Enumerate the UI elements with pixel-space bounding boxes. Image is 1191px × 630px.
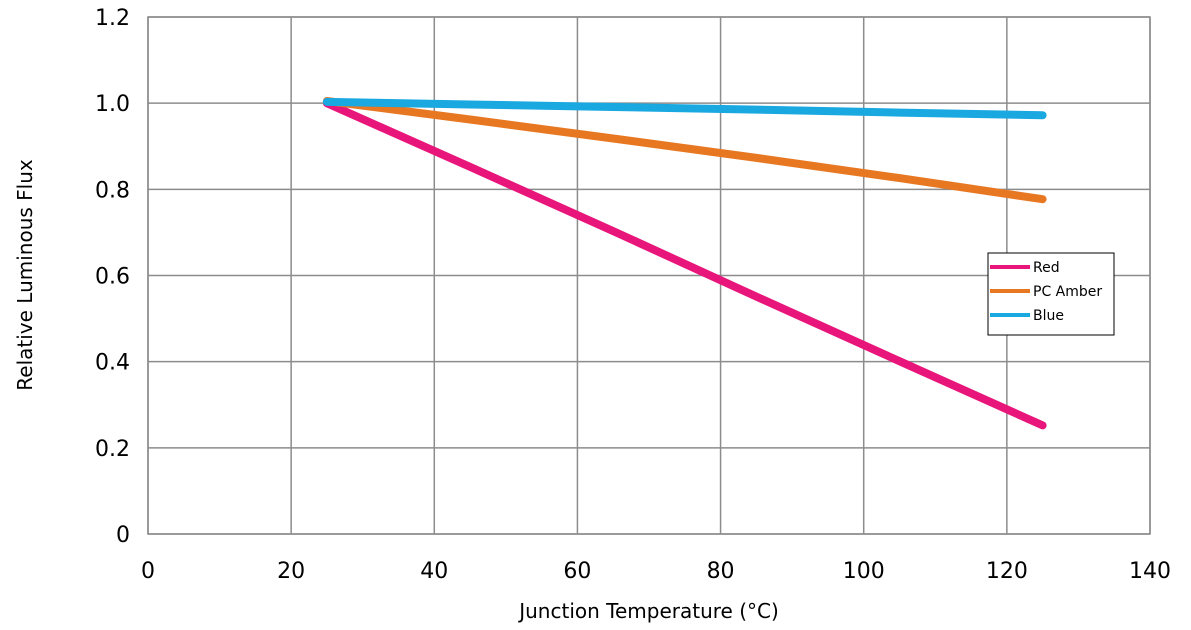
y-tick-label: 0.2 [95, 437, 130, 462]
y-tick-label: 0.4 [95, 351, 130, 376]
y-tick-label: 1.0 [95, 92, 130, 117]
legend-label: Blue [1033, 308, 1064, 324]
x-tick-label: 20 [277, 559, 305, 584]
plot-border [147, 16, 1151, 535]
y-tick-label: 0.8 [95, 178, 130, 203]
series-lines [322, 97, 1047, 430]
series-line-0 [322, 99, 1047, 430]
x-tick-label: 40 [420, 559, 448, 584]
x-tick-label: 120 [986, 559, 1028, 584]
x-axis-label: Junction Temperature (°C) [517, 599, 779, 623]
x-tick-label: 140 [1129, 559, 1171, 584]
y-tick-label: 0 [116, 523, 130, 548]
legend: Red PC Amber Blue [987, 252, 1115, 336]
y-axis-ticks: 0 0.2 0.4 0.6 0.8 1.0 1.2 [95, 6, 130, 548]
x-tick-label: 100 [843, 559, 885, 584]
y-tick-label: 0.6 [95, 265, 130, 290]
x-tick-label: 60 [563, 559, 591, 584]
legend-box [987, 252, 1115, 336]
series-line-1 [322, 97, 1047, 204]
legend-label: Red [1033, 260, 1060, 276]
legend-label: PC Amber [1033, 284, 1102, 300]
x-axis-ticks: 0 20 40 60 80 100 120 140 [141, 559, 1171, 584]
y-axis-label: Relative Luminous Flux [13, 159, 37, 391]
x-tick-label: 0 [141, 559, 155, 584]
y-tick-label: 1.2 [95, 6, 130, 31]
series-line-2 [322, 97, 1047, 120]
x-tick-label: 80 [707, 559, 735, 584]
